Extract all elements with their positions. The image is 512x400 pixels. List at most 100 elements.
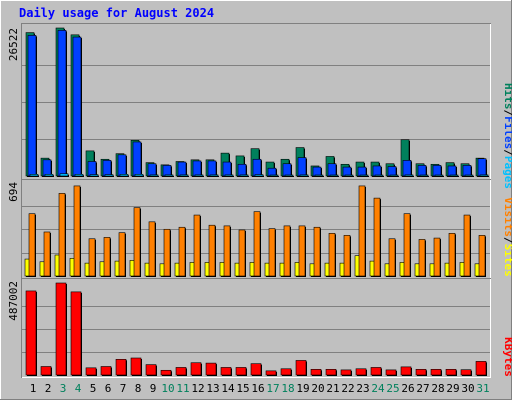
bar-pages-2 (44, 174, 54, 177)
bar-files-31 (477, 158, 487, 177)
bar-pages-31 (479, 174, 489, 177)
bar-files-5 (87, 161, 97, 177)
bar-pages-20 (314, 174, 324, 177)
legend-top: Hits/Files/Pages (502, 83, 512, 189)
x-tick-label-7: 7 (120, 382, 127, 395)
legend-hits: Hits (502, 83, 512, 110)
bar-files-23 (357, 166, 367, 177)
plot-area-bot (22, 279, 490, 377)
x-tick-label-15: 15 (236, 382, 249, 395)
bar-kbytes-25 (385, 369, 397, 376)
bar-pages-5-shadow (91, 175, 99, 177)
bar-kbytes-23 (355, 368, 367, 376)
bar-visits-3 (58, 193, 66, 277)
bar-kbytes-31 (475, 361, 487, 376)
bar-pages-30 (464, 174, 474, 177)
x-tick-label-18: 18 (281, 382, 294, 395)
bar-visits-31 (478, 235, 486, 277)
bar-kbytes-27 (415, 369, 427, 376)
bar-visits-24 (373, 197, 381, 277)
bar-visits-26 (403, 213, 411, 277)
legend-files: Files (502, 116, 512, 149)
bar-visits-23 (358, 185, 366, 277)
bar-visits-27 (418, 239, 426, 277)
legend-sites: Sites (502, 244, 512, 277)
x-tick-label-10: 10 (161, 382, 174, 395)
x-tick-label-4: 4 (75, 382, 82, 395)
bar-pages-9-shadow (151, 175, 159, 177)
legend-visits: Visits (502, 197, 512, 237)
bar-visits-18 (283, 225, 291, 277)
bar-visits-5 (88, 238, 96, 277)
bar-files-12 (192, 160, 202, 177)
x-tick-label-16: 16 (251, 382, 264, 395)
bar-visits-8 (133, 207, 141, 277)
bar-files-7 (117, 154, 127, 177)
bar-visits-13 (208, 224, 216, 277)
bar-files-13 (207, 160, 217, 177)
bar-files-4 (72, 36, 82, 177)
bar-pages-12-shadow (196, 175, 204, 177)
x-tick-label-9: 9 (150, 382, 157, 395)
bar-pages-28-shadow (436, 176, 444, 177)
bar-pages-18 (284, 174, 294, 177)
bar-visits-7 (118, 232, 126, 277)
bar-kbytes-4 (70, 291, 82, 376)
bar-pages-13 (209, 174, 219, 177)
bar-pages-19 (299, 174, 309, 177)
x-tick-label-23: 23 (356, 382, 369, 395)
bar-pages-31-shadow (481, 175, 489, 177)
x-tick-label-5: 5 (90, 382, 97, 395)
bar-visits-20 (313, 226, 321, 277)
bar-files-20 (312, 166, 322, 177)
bar-files-30 (462, 165, 472, 177)
bar-visits-28 (433, 237, 441, 277)
bar-kbytes-22 (340, 369, 352, 376)
bar-files-28 (432, 165, 442, 177)
y-max-label-mid: 694 (7, 182, 20, 202)
bar-kbytes-18 (280, 368, 292, 376)
bar-pages-21 (329, 174, 339, 177)
bar-pages-18-shadow (286, 176, 294, 177)
bar-visits-22 (343, 235, 351, 277)
bar-pages-15 (239, 174, 249, 177)
bar-pages-29 (449, 174, 459, 177)
bar-pages-11 (179, 174, 189, 177)
bar-visits-1 (28, 213, 36, 277)
bar-kbytes-12 (190, 362, 202, 376)
bar-visits-6 (103, 237, 111, 277)
bar-files-26 (402, 160, 412, 177)
x-tick-label-19: 19 (296, 382, 309, 395)
bar-visits-17 (268, 228, 276, 277)
bar-kbytes-30 (460, 369, 472, 376)
bar-kbytes-11 (175, 367, 187, 376)
x-tick-label-11: 11 (176, 382, 189, 395)
bar-pages-27-shadow (421, 176, 429, 177)
bar-pages-26 (404, 174, 414, 177)
bar-files-2 (42, 159, 52, 177)
x-tick-label-12: 12 (191, 382, 204, 395)
bar-pages-24-shadow (376, 176, 384, 177)
bar-kbytes-29 (445, 369, 457, 376)
x-tick-label-14: 14 (221, 382, 235, 395)
bar-visits-25 (388, 238, 396, 277)
x-tick-label-13: 13 (206, 382, 219, 395)
bar-pages-12 (194, 174, 204, 177)
bar-files-18 (282, 163, 292, 177)
bar-files-8 (132, 141, 142, 177)
bar-pages-4 (74, 174, 84, 177)
bar-files-11 (177, 161, 187, 177)
bar-pages-22-shadow (346, 176, 354, 177)
legend-pages: Pages (502, 156, 512, 189)
x-tick-label-29: 29 (446, 382, 459, 395)
bar-pages-5 (89, 174, 99, 177)
legend-slash-1: / (502, 110, 512, 117)
x-tick-label-20: 20 (311, 382, 324, 395)
bar-kbytes-19 (295, 360, 307, 376)
x-tick-label-3: 3 (60, 382, 67, 395)
bar-kbytes-26 (400, 366, 412, 376)
x-tick-label-31: 31 (476, 382, 489, 395)
x-tick-label-1: 1 (30, 382, 37, 395)
legend-slash-3: / (502, 237, 512, 244)
